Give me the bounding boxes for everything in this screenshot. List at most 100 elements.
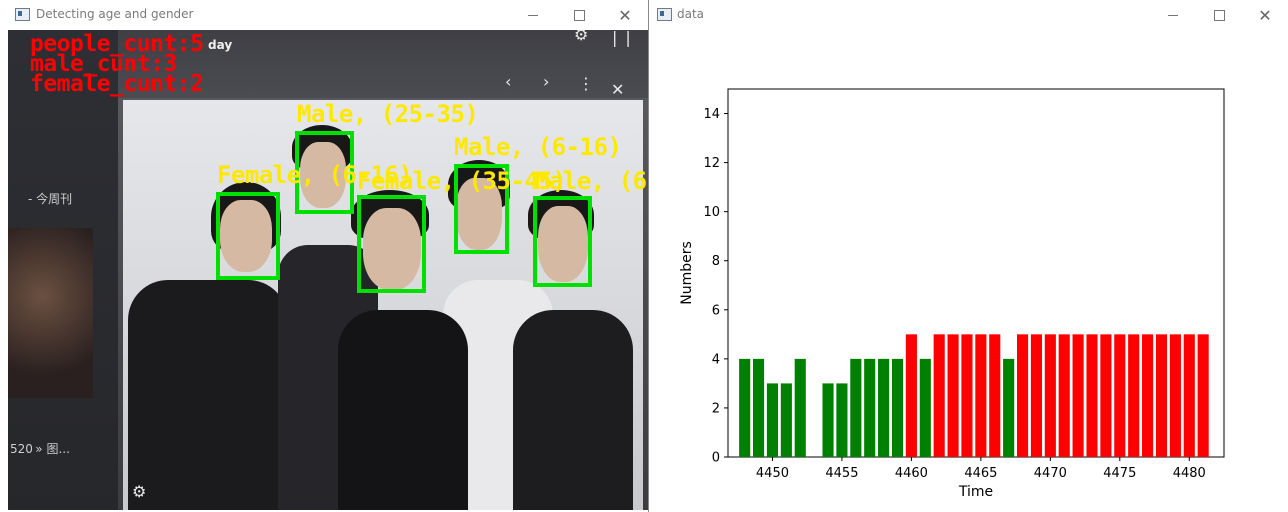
minimize-button[interactable] (510, 0, 556, 30)
bar-4461 (919, 358, 931, 457)
y-tick-label: 8 (712, 254, 720, 269)
camera-frame: - 今周刊 520 » 图... day ‹ › ⋮ ✕ ⚙ ⚙ ❘❘ (8, 30, 648, 510)
bar-4480 (1183, 334, 1195, 457)
face-box (454, 164, 509, 254)
bar-4468 (1016, 334, 1029, 457)
person-face (300, 142, 346, 208)
bar-4471 (1058, 334, 1070, 457)
person-body (128, 280, 288, 510)
pin-icon: ❘❘ (608, 30, 635, 47)
female-count: female_cunt:2 (30, 71, 204, 97)
minimize-button[interactable] (1150, 0, 1196, 30)
face-box (533, 196, 592, 287)
bar-4465 (975, 334, 987, 457)
person-body (338, 310, 468, 510)
bar-4457 (864, 358, 876, 457)
close-overlay-icon: ✕ (611, 80, 625, 99)
bar-4463 (947, 334, 959, 457)
y-tick-label: 4 (712, 352, 720, 367)
x-tick-label: 4465 (964, 466, 997, 481)
background-caption: 520 » 图... (10, 442, 70, 456)
y-axis: 0 2 4 6 8 10 12 14 (703, 107, 728, 466)
x-tick-label: 4450 (756, 466, 789, 481)
data-window-titlebar[interactable]: data ✕ (649, 0, 1288, 30)
settings-overlay-icon: ⚙ (132, 482, 147, 501)
bar-4472 (1072, 334, 1084, 457)
x-tick-label: 4455 (825, 466, 858, 481)
bar-4477 (1142, 334, 1154, 457)
bar-4481 (1197, 334, 1209, 457)
x-tick-label: 4460 (895, 466, 928, 481)
bar-4451 (780, 383, 792, 457)
forward-chevron-icon: › (543, 72, 550, 91)
x-axis: 4450 4455 4460 4465 4470 4475 4480 (756, 457, 1206, 481)
background-screen (108, 30, 648, 98)
people-count: people_cunt:5 (30, 31, 204, 57)
bar-4469 (1030, 334, 1042, 457)
close-button[interactable]: ✕ (618, 5, 632, 25)
bar-4458 (878, 358, 890, 457)
bar-4464 (961, 334, 973, 457)
person-body (513, 310, 633, 510)
bar-4467 (1003, 358, 1015, 457)
bar-4474 (1100, 334, 1112, 457)
person-face (456, 178, 502, 250)
detection-label: Male, (25-35) (297, 100, 479, 128)
face-box (357, 195, 426, 293)
face-box (295, 131, 354, 214)
background-screen-text: day (208, 38, 233, 52)
bar-4454 (822, 383, 834, 457)
x-axis-label: Time (958, 484, 993, 500)
app-icon (657, 8, 672, 21)
x-tick-label: 4480 (1173, 466, 1206, 481)
detection-window-titlebar[interactable]: Detecting age and gender ✕ (0, 0, 648, 30)
y-tick-label: 2 (712, 401, 720, 416)
person-face (538, 206, 588, 282)
maximize-button[interactable] (556, 0, 602, 30)
bar-4476 (1128, 334, 1140, 457)
bar-4473 (1086, 334, 1098, 457)
person-face (363, 208, 421, 290)
back-chevron-icon: ‹ (505, 72, 512, 91)
x-tick-label: 4475 (1103, 466, 1136, 481)
bar-chart: 0 2 4 6 8 10 12 14 4450 4455 4460 4465 4470 4475 4480… (679, 88, 1225, 500)
bar-4475 (1114, 334, 1126, 457)
male-count: male_cunt:3 (30, 51, 177, 77)
bar-4448 (739, 358, 751, 457)
detection-label: Female, (35-45) (357, 167, 567, 195)
bar-4452 (794, 358, 806, 457)
detection-label: Male, (6-16) (454, 133, 622, 161)
bar-4466 (989, 334, 1001, 457)
detection-label: Male, (6- (535, 167, 649, 195)
bar-4478 (1155, 334, 1168, 457)
y-tick-label: 0 (712, 451, 720, 466)
y-tick-label: 6 (712, 303, 720, 318)
background-thumbnail (8, 228, 93, 398)
app-icon (15, 8, 30, 21)
bar-4460 (905, 334, 917, 457)
bar-4449 (753, 358, 765, 457)
bar-4459 (891, 358, 904, 457)
y-axis-label: Numbers (679, 241, 695, 305)
bar-4456 (850, 358, 862, 457)
bar-4450 (766, 383, 779, 457)
person-face (220, 200, 272, 272)
bar-4470 (1044, 334, 1056, 457)
bar-4455 (836, 383, 848, 457)
gear-icon: ⚙ (574, 30, 589, 44)
maximize-button[interactable] (1196, 0, 1242, 30)
face-box (216, 192, 280, 280)
background-caption: - 今周刊 (28, 192, 73, 206)
x-tick-label: 4470 (1034, 466, 1067, 481)
y-tick-label: 12 (703, 156, 720, 171)
more-vertical-icon: ⋮ (578, 74, 594, 93)
y-tick-label: 14 (703, 107, 720, 122)
bar-4479 (1169, 334, 1181, 457)
detection-window: Detecting age and gender ✕ - 今周刊 520 » 图… (0, 0, 649, 512)
window-title: Detecting age and gender (36, 7, 194, 21)
detection-label: Female, (6-16) (217, 161, 413, 189)
close-button[interactable]: ✕ (1258, 5, 1272, 25)
bars-group (739, 334, 1209, 457)
y-tick-label: 10 (703, 205, 720, 220)
data-window: data ✕ 0 2 4 6 8 10 12 14 4450 4455 4460 4465 4470 4… (649, 0, 1288, 512)
